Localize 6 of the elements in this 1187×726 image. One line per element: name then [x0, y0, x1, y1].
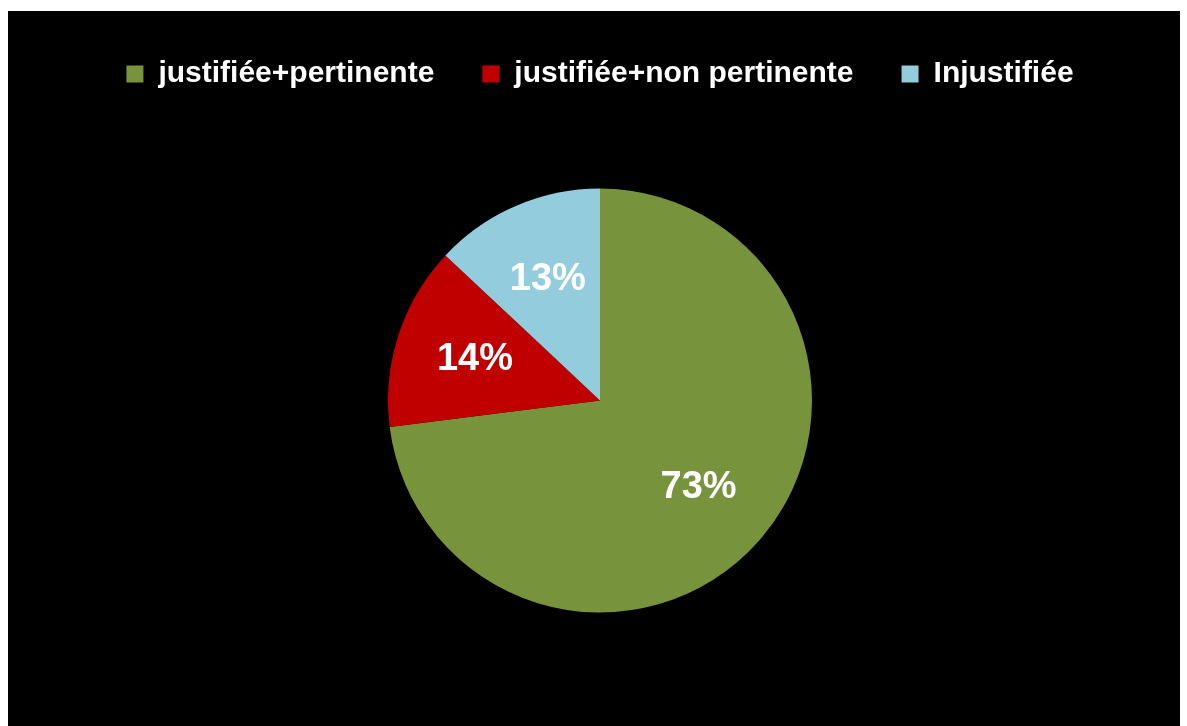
data-label: 13%: [509, 256, 586, 299]
data-label: 14%: [436, 336, 514, 379]
legend-label: Injustifiée: [933, 55, 1074, 89]
legend-label: justifiée+non pertinente: [513, 55, 854, 89]
legend-label: justifiée+pertinente: [157, 55, 435, 89]
data-label: 73%: [660, 463, 737, 506]
